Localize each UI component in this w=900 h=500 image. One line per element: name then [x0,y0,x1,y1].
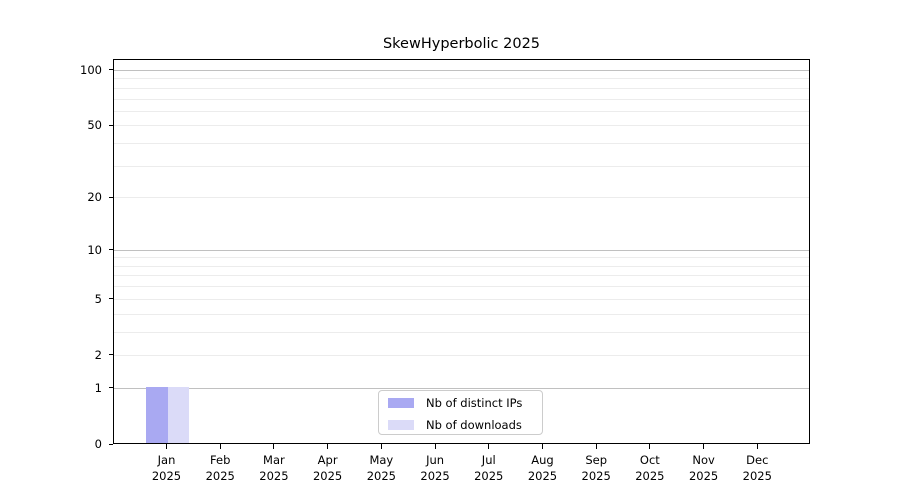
bar-distinct-ips [146,386,168,443]
x-tick-year: 2025 [635,469,665,483]
gridline-minor [114,143,809,145]
legend-item-distinct-ips: Nb of distinct IPs [379,393,542,413]
y-tick-label: 1 [94,380,102,395]
gridline-major [114,69,809,71]
y-tick-label: 2 [94,347,102,362]
gridline-minor [114,298,809,300]
bar-downloads [167,386,189,443]
x-tick-label: Jul 2025 [457,452,521,484]
x-tick-label: Dec 2025 [725,452,789,484]
y-tick-label: 10 [87,242,102,257]
x-tick [273,444,275,449]
y-tick [109,124,113,126]
gridline-minor [114,87,809,89]
legend-label-downloads: Nb of downloads [426,418,522,432]
x-tick [219,444,221,449]
chart-title: SkewHyperbolic 2025 [382,36,541,52]
x-tick-label: May 2025 [349,452,413,484]
x-tick-year: 2025 [581,469,611,483]
gridline-minor [114,354,809,356]
x-tick [434,444,436,449]
x-tick [166,444,167,449]
x-tick [380,444,382,449]
y-tick [109,196,113,198]
plot-area [113,59,810,444]
y-tick [109,354,113,356]
x-tick-label: Mar 2025 [242,452,306,484]
x-tick-year: 2025 [205,469,235,483]
x-tick-year: 2025 [151,469,182,483]
x-tick-year: 2025 [420,469,450,483]
x-tick [595,444,597,449]
x-tick-label: Apr 2025 [296,452,360,484]
x-tick-year: 2025 [688,469,719,483]
gridline-minor [114,265,809,267]
gridline-minor [114,125,809,127]
x-tick-month: May [369,453,394,467]
x-tick-year: 2025 [527,469,558,483]
gridline-minor [114,331,809,333]
x-tick-month: Oct [639,453,660,467]
legend: Nb of distinct IPs Nb of downloads [378,390,543,435]
x-tick-label: Jun 2025 [403,452,467,484]
x-tick-year: 2025 [742,469,772,483]
x-tick-month: Mar [263,453,285,467]
y-tick-label: 0 [94,437,102,451]
x-tick-month: Nov [692,453,715,467]
legend-swatch-downloads [388,420,414,430]
legend-label-distinct-ips: Nb of distinct IPs [426,396,523,410]
x-tick-month: Jun [426,453,445,467]
x-tick-month: Jan [157,453,176,467]
x-tick-month: Jul [481,453,496,467]
y-tick [109,69,113,71]
y-tick [109,298,113,300]
x-tick-label: Aug 2025 [510,452,574,484]
x-tick-label: Feb 2025 [188,452,252,484]
x-tick-label: Nov 2025 [672,452,736,484]
x-tick-month: Feb [210,453,231,467]
x-tick [649,444,651,449]
y-tick-label: 5 [94,291,102,306]
x-tick [488,444,490,449]
legend-item-downloads: Nb of downloads [379,415,542,435]
y-tick-label: 100 [80,62,102,77]
gridline-major [114,249,809,251]
y-tick [109,443,113,445]
x-tick-year: 2025 [312,469,343,483]
y-tick [109,387,113,389]
gridline-major [114,387,809,389]
y-tick-label: 20 [87,190,102,205]
y-tick [109,249,113,251]
x-tick-month: Apr [317,453,338,467]
x-tick-year: 2025 [259,469,289,483]
x-tick [703,444,705,449]
x-tick [327,444,329,449]
x-tick-month: Dec [746,453,769,467]
gridline-minor [114,257,809,259]
gridline-minor [114,313,809,315]
legend-swatch-distinct-ips [388,398,414,408]
y-tick-label: 50 [87,118,102,133]
gridline-minor [114,286,809,288]
x-tick-label: Sep 2025 [564,452,628,484]
x-tick-year: 2025 [474,469,504,483]
x-tick [756,444,758,449]
gridline-minor [114,110,809,112]
x-tick [541,444,543,449]
gridline-minor [114,98,809,100]
gridline-minor [114,78,809,80]
x-tick-label: Jan 2025 [135,452,199,484]
gridline-minor [114,197,809,199]
gridline-minor [114,275,809,277]
x-tick-month: Aug [531,453,554,467]
x-tick-year: 2025 [366,469,396,483]
x-tick-month: Sep [585,453,608,467]
x-tick-label: Oct 2025 [618,452,682,484]
gridline-minor [114,165,809,167]
